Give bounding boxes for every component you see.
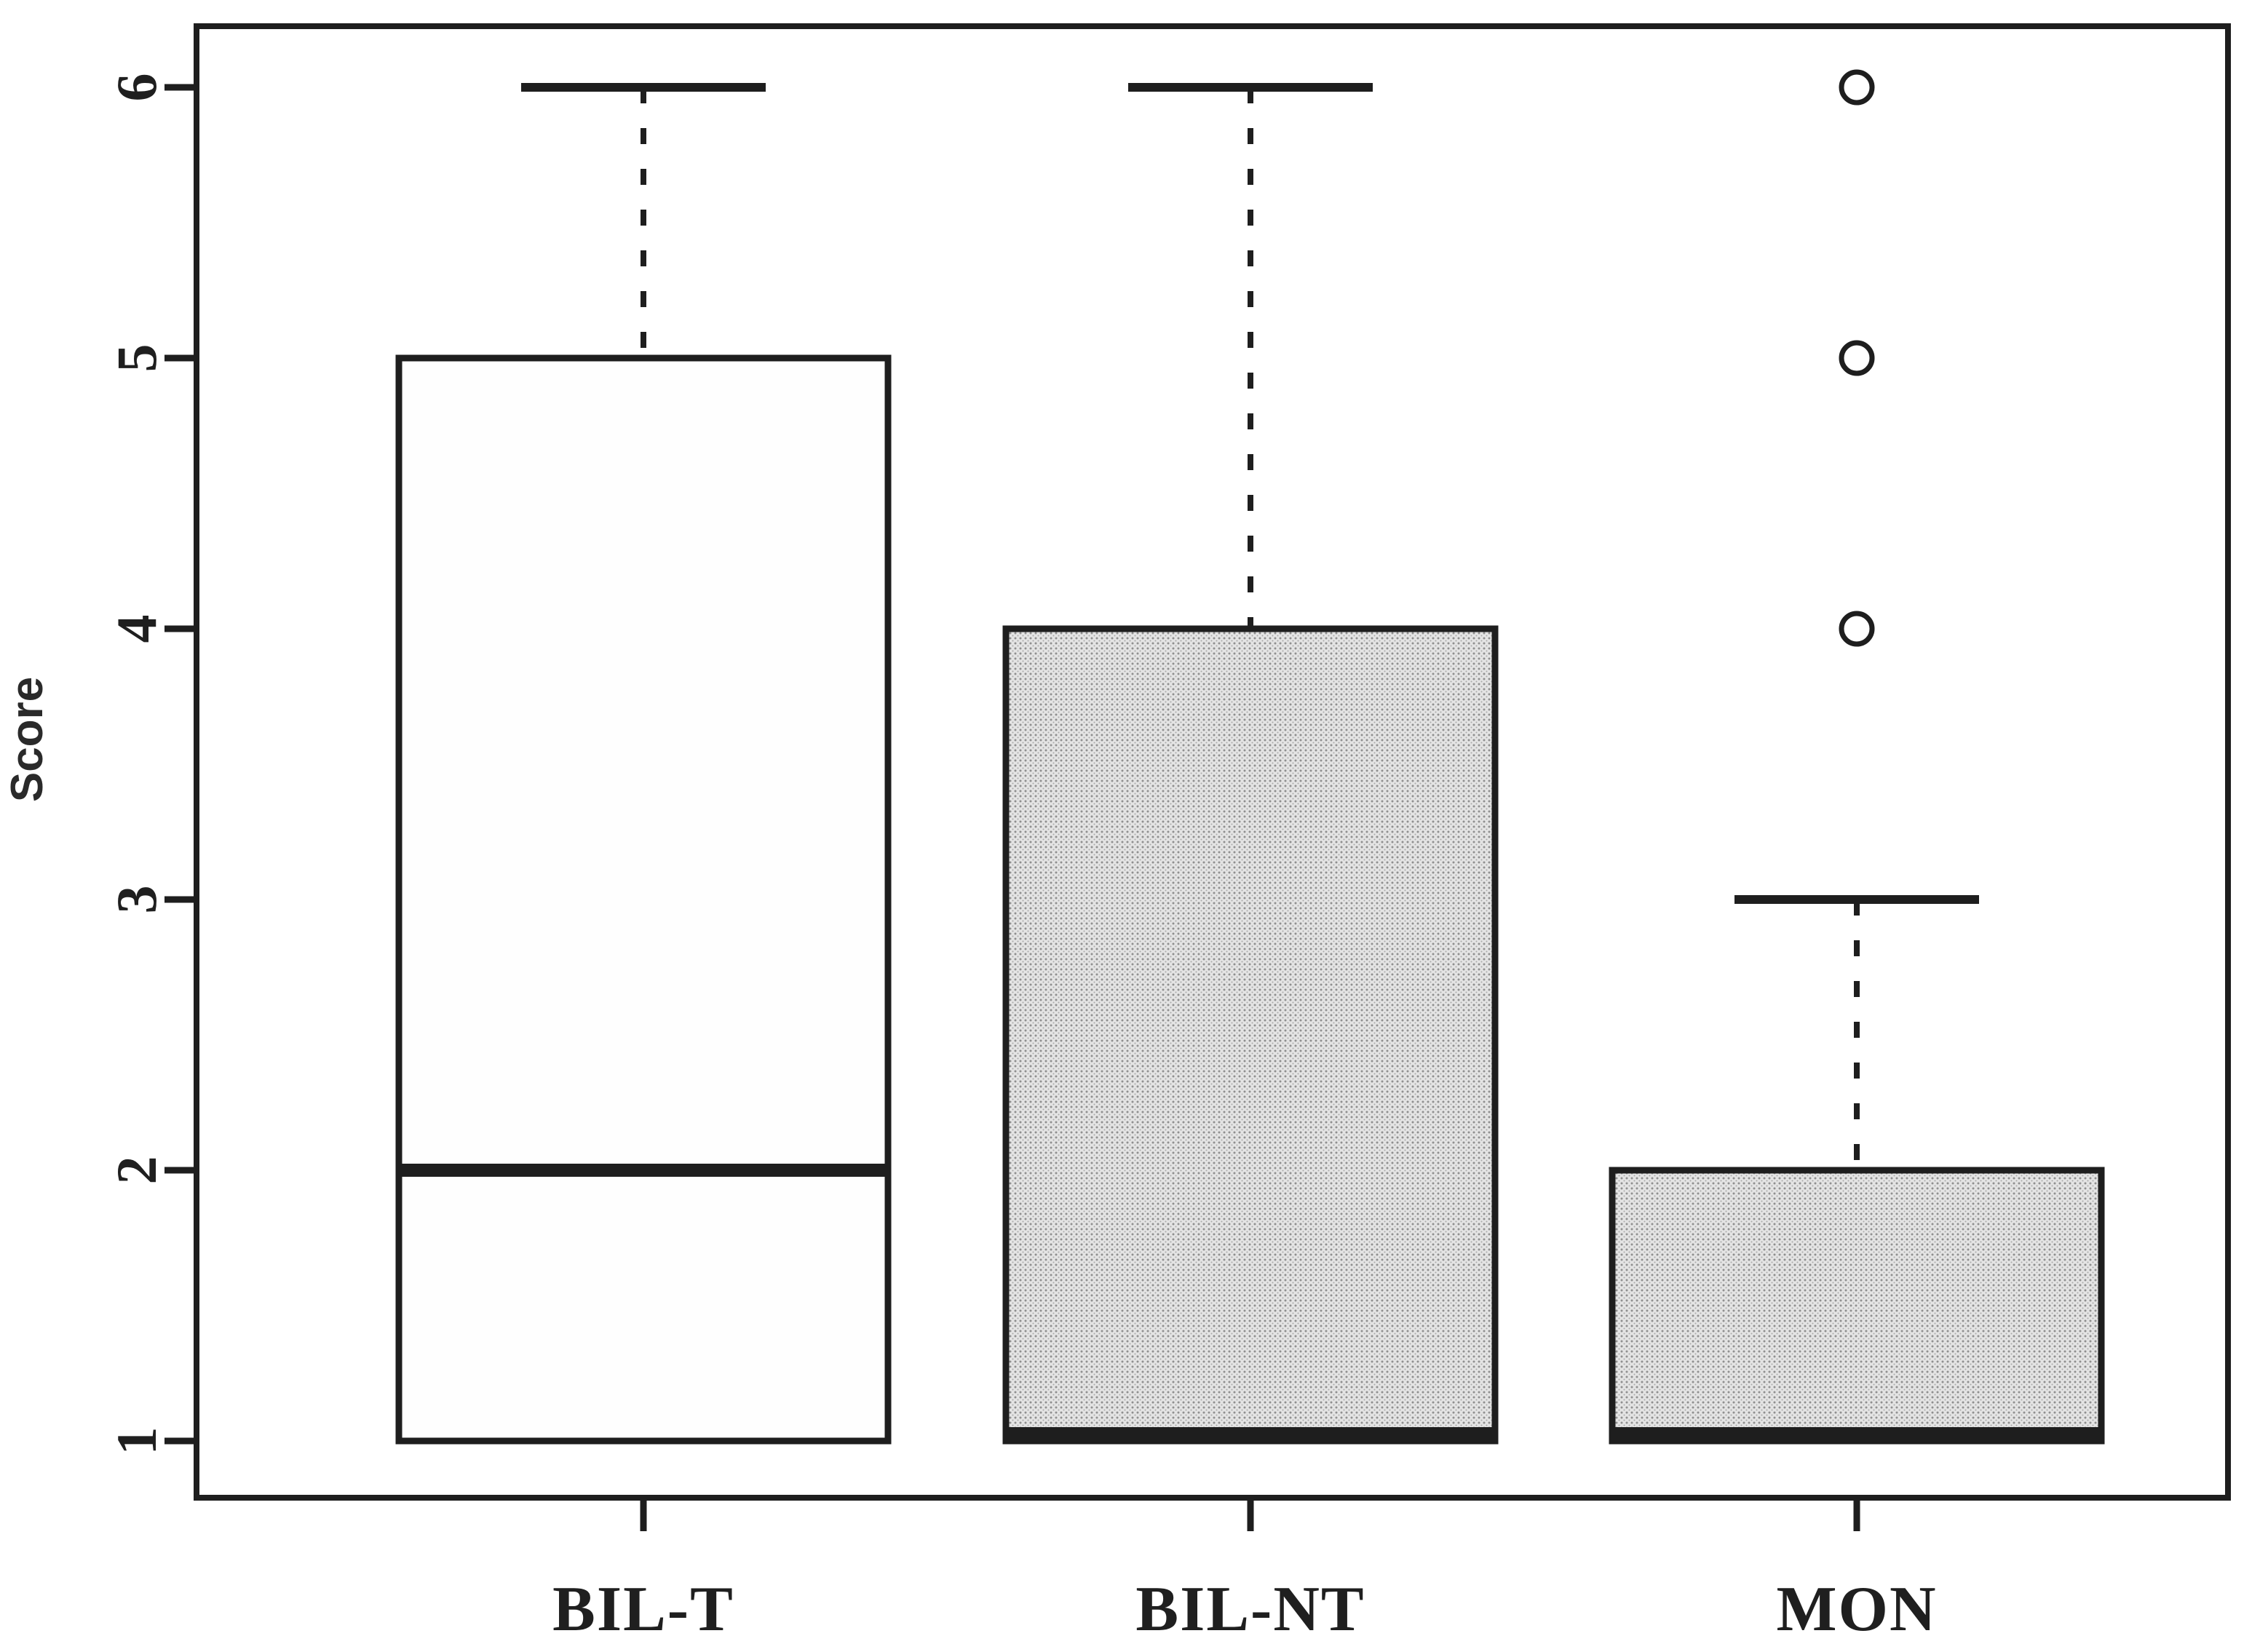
outlier-point-mon-5 bbox=[1839, 340, 1875, 376]
plot-border bbox=[194, 23, 2231, 1501]
box-bil-t bbox=[395, 354, 892, 1445]
y-tick-label: 5 bbox=[105, 344, 168, 373]
y-axis-ticks bbox=[164, 84, 195, 1445]
outlier-point-mon-4 bbox=[1839, 611, 1875, 647]
box-mon bbox=[1609, 1167, 2105, 1445]
x-axis-ticks bbox=[640, 1499, 1860, 1531]
box-bil-nt bbox=[1002, 625, 1499, 1445]
x-category-label: BIL-NT bbox=[1135, 1574, 1365, 1645]
y-tick-label: 2 bbox=[105, 1156, 168, 1185]
y-axis-title: Score bbox=[2, 677, 52, 802]
y-tick-label: 6 bbox=[105, 74, 168, 102]
x-category-label: BIL-T bbox=[552, 1574, 734, 1645]
y-tick-label: 3 bbox=[105, 886, 168, 914]
boxes-layer bbox=[395, 69, 2105, 1445]
y-tick-label: 4 bbox=[105, 615, 168, 643]
outlier-point-mon-6 bbox=[1839, 69, 1875, 106]
y-tick-label: 1 bbox=[105, 1427, 168, 1456]
x-category-label: MON bbox=[1776, 1574, 1937, 1645]
